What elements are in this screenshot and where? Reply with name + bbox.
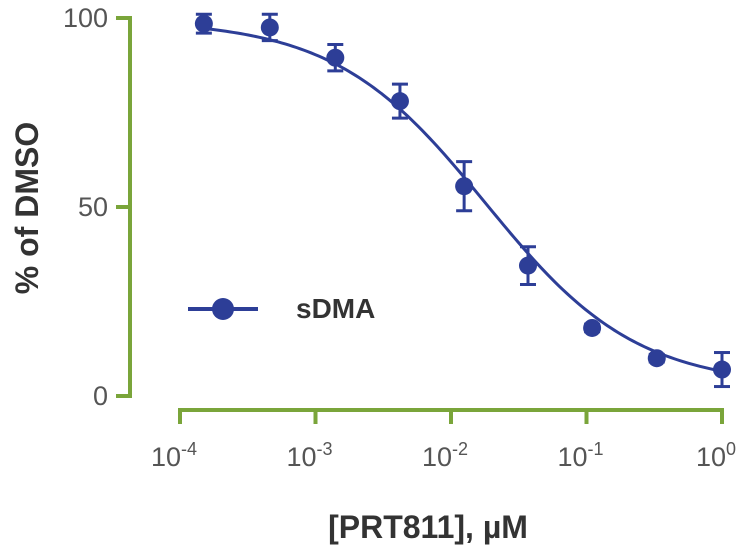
data-points — [194, 12, 731, 389]
x-tick-label: 10-1 — [557, 439, 603, 472]
data-point — [390, 92, 409, 111]
x-axis-title: [PRT811], µM — [328, 509, 528, 545]
data-point — [713, 360, 731, 379]
y-tick-label: 100 — [63, 3, 108, 33]
legend-marker — [212, 298, 234, 320]
x-tick-label: 10-2 — [422, 439, 468, 472]
y-tick-label: 0 — [93, 381, 108, 411]
data-point — [583, 318, 602, 337]
data-point — [455, 177, 474, 196]
y-ticks: 0 50 100 — [63, 3, 130, 411]
data-point — [326, 48, 345, 67]
x-tick-label: 100 — [696, 439, 736, 472]
data-point — [647, 349, 666, 368]
axes — [128, 16, 724, 412]
y-axis-title: % of DMSO — [9, 122, 45, 294]
x-ticks: 10-4 10-3 10-2 10-1 100 — [151, 410, 736, 472]
data-point — [518, 256, 537, 275]
legend: sDMA — [188, 293, 375, 324]
data-point — [260, 18, 279, 37]
y-tick-label: 50 — [78, 192, 108, 222]
data-point — [194, 14, 213, 33]
legend-label: sDMA — [296, 293, 375, 324]
x-tick-label: 10-3 — [286, 439, 332, 472]
x-tick-label: 10-4 — [151, 439, 197, 472]
